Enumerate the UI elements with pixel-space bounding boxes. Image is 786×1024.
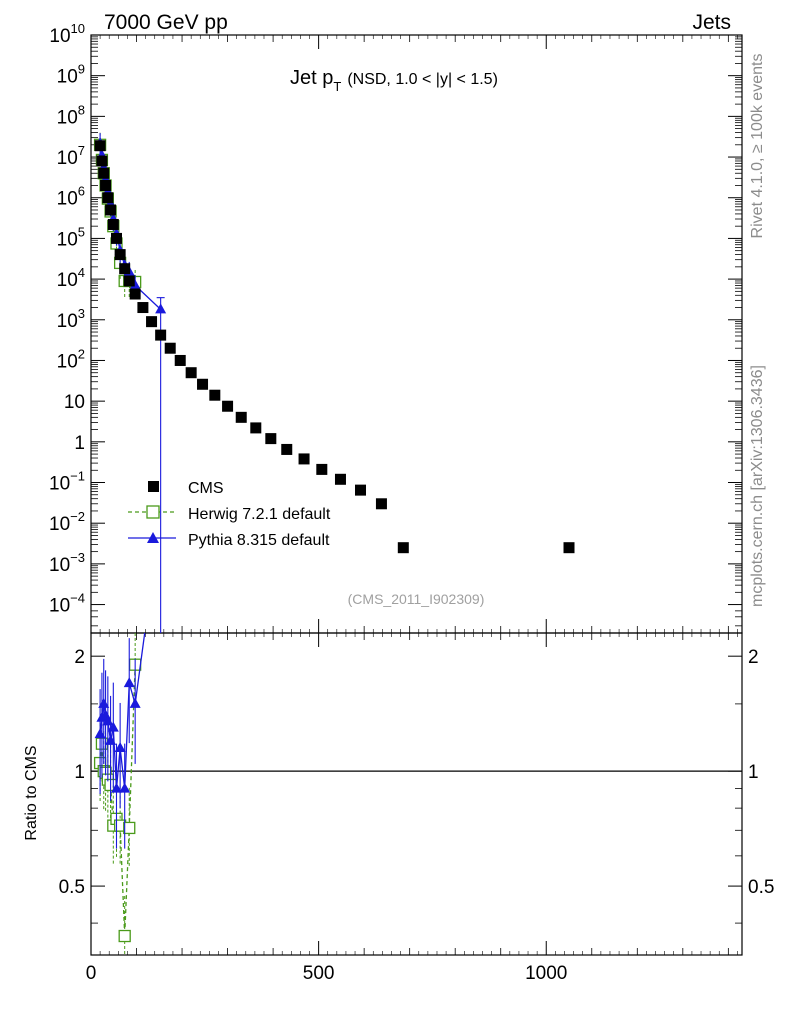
cms-point xyxy=(129,288,141,300)
y-tick-label: 103 xyxy=(57,306,85,332)
legend-pythia-marker xyxy=(147,532,159,543)
y-tick-label: 106 xyxy=(57,184,85,210)
y-tick-label: 10 xyxy=(64,392,85,413)
cms-point xyxy=(265,433,277,445)
legend: CMS Herwig 7.2.1 default Pythia 8.315 de… xyxy=(128,480,331,549)
mcplots-label: mcplots.cern.ch [arXiv:1306.3436] xyxy=(749,365,766,607)
y-tick-label: 108 xyxy=(57,102,85,128)
ratio-tick-label-right: 2 xyxy=(748,647,759,668)
legend-pythia-label: Pythia 8.315 default xyxy=(188,532,330,549)
y-tick-label: 104 xyxy=(57,265,85,291)
cms-point xyxy=(197,378,209,390)
y-tick-label: 102 xyxy=(57,346,85,372)
pythia-ratio-point xyxy=(107,721,119,732)
cms-point xyxy=(100,179,112,191)
cms-point xyxy=(137,302,149,314)
cms-point xyxy=(316,463,328,475)
cms-point xyxy=(355,484,367,496)
category-label: Jets xyxy=(692,11,731,34)
y-tick-label: 105 xyxy=(57,224,85,250)
x-tick-label: 1000 xyxy=(525,963,567,984)
pythia-ratio-point xyxy=(110,782,122,793)
cms-point xyxy=(281,443,293,455)
ratio-axis-label: Ratio to CMS xyxy=(23,745,40,840)
data-series xyxy=(93,132,575,955)
pythia-ratio-point xyxy=(129,697,141,708)
herwig-ratio-point xyxy=(123,821,136,835)
pythia-point xyxy=(129,279,141,290)
ratio-plot-frame xyxy=(90,632,743,956)
pythia-ratio-point xyxy=(114,741,126,752)
cms-point xyxy=(98,167,110,179)
cms-point xyxy=(94,140,106,152)
analysis-tag: (CMS_2011_I902309) xyxy=(348,591,485,607)
y-tick-label: 107 xyxy=(57,143,85,169)
cms-point xyxy=(164,342,176,354)
y-tick-label: 10−3 xyxy=(49,550,85,576)
cms-point xyxy=(375,498,387,510)
cms-point xyxy=(123,275,135,287)
y-tick-label: 10−4 xyxy=(49,591,85,617)
pythia-point xyxy=(155,303,167,314)
ratio-tick-label-right: 1 xyxy=(748,762,759,783)
axes: 101010910810710610510410310210110−110−21… xyxy=(49,21,774,984)
cms-point xyxy=(110,232,122,244)
x-tick-label: 0 xyxy=(86,963,97,984)
herwig-ratio-point xyxy=(118,929,131,943)
legend-cms-marker xyxy=(148,481,159,492)
ratio-tick-label: 0.5 xyxy=(59,877,85,898)
pythia-ratio-point xyxy=(119,782,131,793)
y-tick-label: 1 xyxy=(74,433,85,454)
cms-point xyxy=(298,453,310,465)
cms-point xyxy=(174,354,186,366)
cms-point xyxy=(105,204,117,216)
pythia-ratio-point xyxy=(123,677,135,688)
pythia-ratio-point xyxy=(94,728,106,739)
cms-point xyxy=(119,263,131,275)
chart-title: Jet pT (NSD, 1.0 < |y| < 1.5) xyxy=(290,67,498,94)
legend-cms-label: CMS xyxy=(188,480,224,497)
cms-point xyxy=(146,316,158,328)
ratio-tick-label: 1 xyxy=(74,762,85,783)
y-tick-label: 109 xyxy=(57,62,85,88)
ratio-tick-label: 2 xyxy=(74,647,85,668)
cms-point xyxy=(250,422,262,434)
cms-point xyxy=(334,473,346,485)
cms-point xyxy=(235,411,247,423)
y-tick-label: 1010 xyxy=(49,21,85,47)
cms-point xyxy=(102,192,114,204)
legend-herwig-label: Herwig 7.2.1 default xyxy=(188,506,331,523)
cms-point xyxy=(563,542,575,554)
cms-point xyxy=(96,155,108,167)
cms-point xyxy=(114,249,126,261)
cms-point xyxy=(222,400,234,412)
energy-label: 7000 GeV pp xyxy=(104,11,228,34)
x-tick-label: 500 xyxy=(303,963,335,984)
legend-herwig-marker xyxy=(146,505,160,519)
cms-point xyxy=(185,367,197,379)
pythia-ratio-point xyxy=(98,697,110,708)
ratio-tick-label-right: 0.5 xyxy=(748,877,774,898)
y-tick-label: 10−1 xyxy=(49,469,85,495)
cms-point xyxy=(209,389,221,401)
y-tick-label: 10−2 xyxy=(49,509,85,535)
cms-point xyxy=(155,329,167,341)
cms-point xyxy=(397,542,409,554)
rivet-label: Rivet 4.1.0, ≥ 100k events xyxy=(749,54,766,239)
cms-point xyxy=(107,218,119,230)
